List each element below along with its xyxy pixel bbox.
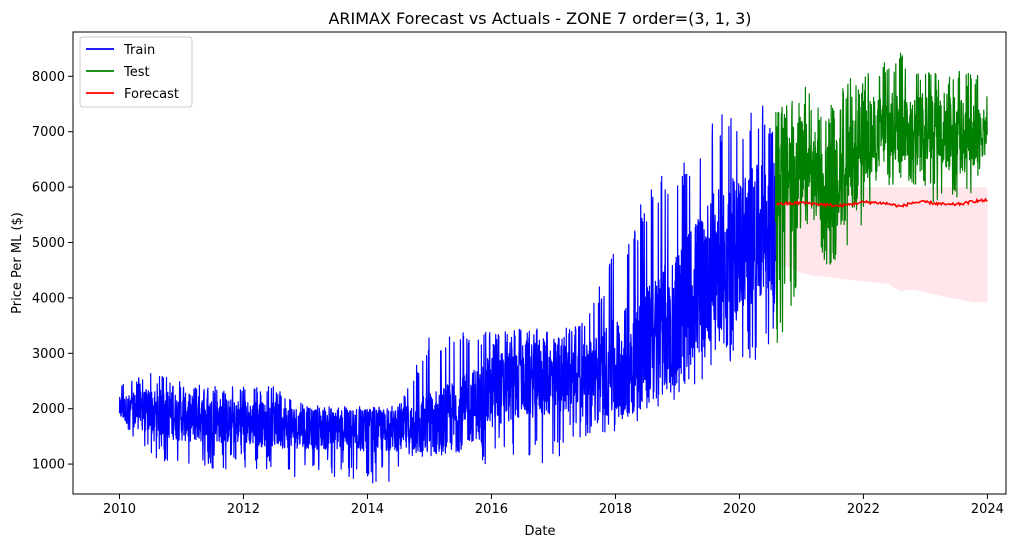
chart-title: ARIMAX Forecast vs Actuals - ZONE 7 orde… — [328, 9, 751, 28]
forecast-series-line — [775, 197, 988, 208]
y-tick-label: 5000 — [32, 236, 65, 251]
x-tick-label: 2010 — [103, 502, 136, 517]
x-tick-label: 2016 — [475, 502, 508, 517]
y-axis: 1000 2000 3000 4000 5000 6000 7000 8000 — [32, 70, 73, 473]
test-series-line — [774, 52, 988, 343]
y-tick-label: 1000 — [32, 458, 65, 473]
y-axis-label: Price Per ML ($) — [10, 212, 25, 314]
series-layer — [118, 52, 988, 484]
x-tick-label: 2014 — [351, 502, 384, 517]
legend: Train Test Forecast — [79, 36, 193, 108]
y-tick-label: 7000 — [32, 125, 65, 140]
x-tick-label: 2020 — [723, 502, 756, 517]
x-axis-label: Date — [524, 524, 555, 539]
y-tick-label: 6000 — [32, 181, 65, 196]
y-tick-label: 8000 — [32, 70, 65, 85]
y-tick-label: 4000 — [32, 291, 65, 306]
x-tick-label: 2022 — [847, 502, 880, 517]
x-tick-label: 2018 — [599, 502, 632, 517]
x-axis: 2010 2012 2014 2016 2018 2020 2022 2024 — [103, 494, 1004, 517]
y-tick-label: 3000 — [32, 347, 65, 362]
legend-test-label: Test — [123, 65, 150, 80]
legend-train-label: Train — [123, 43, 155, 58]
x-tick-label: 2012 — [227, 502, 260, 517]
legend-forecast-label: Forecast — [124, 87, 179, 102]
legend-box — [79, 36, 193, 108]
y-tick-label: 2000 — [32, 402, 65, 417]
x-tick-label: 2024 — [971, 502, 1004, 517]
train-series-line — [118, 105, 777, 484]
plot-frame — [72, 31, 1007, 495]
